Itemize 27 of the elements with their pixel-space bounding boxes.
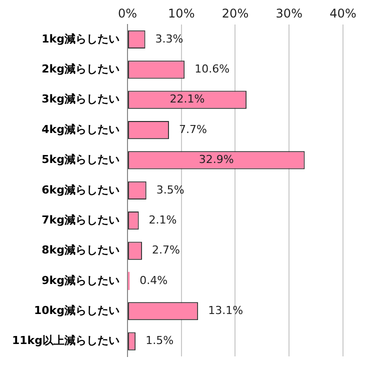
data-label: 32.9%: [198, 153, 234, 166]
y-tick-label: 6kg減らしたい: [42, 183, 120, 196]
y-tick-label: 9kg減らしたい: [42, 274, 120, 287]
x-tick-label: 20%: [222, 6, 249, 20]
data-label: 0.4%: [140, 274, 168, 287]
y-tick-label: 5kg減らしたい: [42, 153, 120, 166]
data-label: 3.5%: [156, 183, 184, 196]
y-tick-label: 3kg減らしたい: [42, 92, 120, 106]
y-tick-label: 1kg減らしたい: [42, 32, 120, 46]
x-tick-label: 10%: [168, 6, 195, 20]
data-label: 7.7%: [178, 122, 207, 136]
data-label: 3.3%: [155, 32, 184, 46]
data-label: 2.7%: [152, 244, 180, 257]
data-label: 2.1%: [148, 213, 177, 226]
data-label: 13.1%: [208, 304, 244, 317]
data-label: 22.1%: [170, 92, 205, 106]
y-tick-label: 11kg以上減らしたい: [12, 334, 120, 348]
y-tick-label: 10kg減らしたい: [34, 304, 120, 317]
y-tick-label: 7kg減らしたい: [42, 213, 120, 226]
data-label: 10.6%: [194, 62, 230, 76]
x-tick-label: 40%: [330, 6, 356, 20]
x-tick-label: 30%: [276, 6, 302, 20]
x-tick-label: 0%: [118, 6, 138, 20]
y-tick-label: 2kg減らしたい: [42, 62, 120, 76]
data-label: 1.5%: [146, 334, 174, 348]
y-tick-label: 4kg減らしたい: [42, 122, 120, 136]
y-tick-label: 8kg減らしたい: [42, 244, 120, 257]
